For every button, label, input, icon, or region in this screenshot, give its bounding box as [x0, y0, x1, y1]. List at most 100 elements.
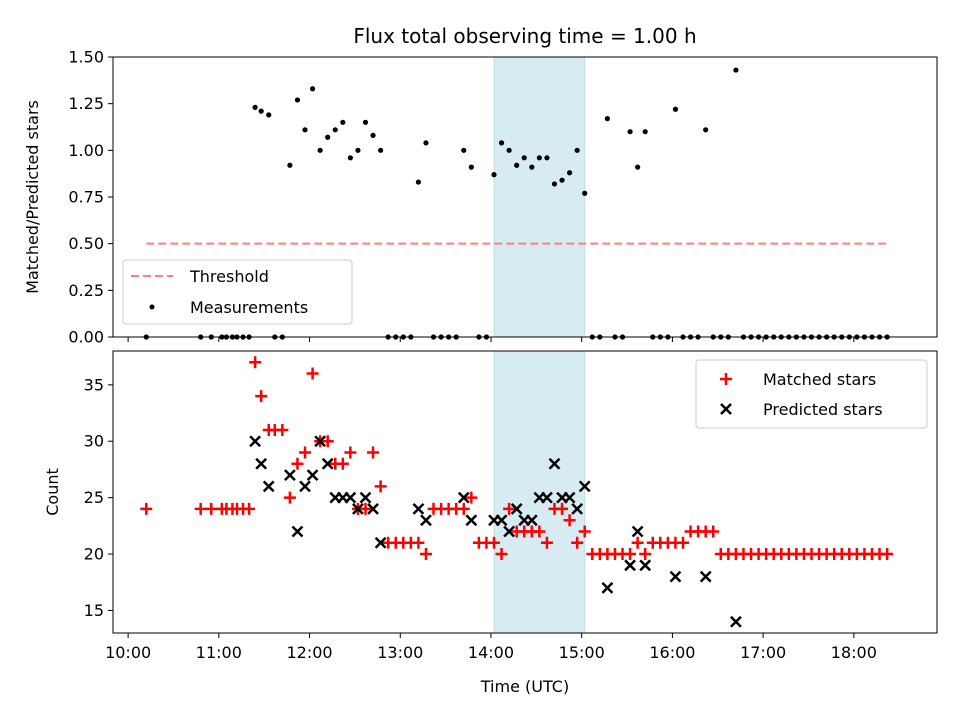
plot-frame-top: [112, 56, 938, 338]
measurement-point: [514, 162, 520, 168]
legend-measurements-label: Measurements: [190, 298, 308, 317]
measurement-point: [642, 129, 648, 135]
x-tick-label: 16:00: [649, 643, 695, 662]
matched-star-point: [465, 491, 478, 504]
y-axis-label-top: Matched/Predicted stars: [23, 100, 42, 294]
predicted-star-point: [541, 491, 553, 504]
measurement-point: [521, 155, 527, 161]
predicted-star-point: [730, 615, 742, 628]
x-tick-label: 12:00: [286, 643, 332, 662]
measurement-point: [498, 140, 505, 146]
matched-star-point: [631, 536, 644, 549]
predicted-star-point: [352, 503, 364, 515]
legend-box-top: [122, 259, 353, 325]
legend-top: Threshold Measurements: [122, 259, 353, 325]
predicted-star-point: [548, 457, 561, 470]
y-tick-label: 0.75: [68, 188, 104, 207]
measurement-point: [672, 106, 679, 112]
matched-star-point: [336, 457, 349, 470]
measurement-point: [506, 147, 512, 153]
matched-star-point: [243, 502, 256, 515]
matched-star-point: [299, 446, 312, 459]
chart-title: Flux total observing time = 1.00 h: [353, 24, 696, 48]
measurement-point: [325, 134, 331, 140]
matched-star-point: [374, 480, 387, 493]
measurement-point: [559, 177, 565, 183]
x-axis-ticks-top: [127, 337, 855, 342]
predicted-star-point: [284, 469, 296, 481]
x-tick-label: 18:00: [831, 643, 877, 662]
matched-star-point: [563, 514, 576, 527]
predicted-star-point: [314, 435, 327, 448]
x-tick-label: 11:00: [196, 643, 242, 662]
x-axis-ticks-bottom: 10:00 11:00 12:00 13:00 14:00 15:00 16:00 17:00…: [105, 633, 877, 662]
y-tick-label: 1.25: [68, 94, 104, 113]
predicted-star-point: [420, 514, 432, 527]
matched-star-point: [367, 446, 380, 459]
x-tick-label: 14:00: [468, 643, 514, 662]
measurement-point: [415, 179, 422, 185]
predicted-star-point: [321, 457, 334, 470]
predicted-star-point: [359, 491, 372, 504]
count-panel: 15 20 25 30 35 10:00 11:00 12:00 13:00 14:00 15:0…: [43, 350, 938, 696]
predicted-star-point: [495, 514, 508, 527]
measurement-point: [529, 164, 535, 170]
y-tick-label: 35: [84, 375, 104, 394]
matched-star-point: [639, 548, 652, 561]
measurement-point: [258, 108, 264, 114]
predicted-star-point: [624, 559, 636, 572]
x-tick-label: 13:00: [377, 643, 423, 662]
y-tick-label: 0.25: [68, 281, 104, 300]
matched-star-point: [540, 536, 553, 549]
measurement-point: [491, 172, 497, 178]
measurement-point: [370, 132, 376, 138]
measurement-point: [635, 164, 641, 170]
predicted-star-point: [344, 491, 357, 504]
measurement-point: [287, 162, 293, 168]
y-tick-label: 20: [84, 545, 104, 564]
predicted-star-point: [291, 525, 304, 538]
predicted-star-point: [262, 480, 275, 493]
matched-star-point: [359, 502, 372, 515]
predicted-star-point: [255, 457, 268, 470]
measurement-point: [362, 119, 369, 125]
predicted-star-point: [503, 525, 516, 538]
measurement-point: [544, 155, 550, 161]
predicted-star-point: [563, 491, 576, 504]
plot-frame-bottom: [112, 350, 938, 634]
matched-star-point: [412, 536, 425, 549]
matched-star-point: [140, 502, 153, 515]
measurement-point: [332, 127, 338, 133]
predicted-star-point: [510, 503, 523, 515]
matched-star-point: [624, 548, 637, 561]
measurement-point: [317, 147, 323, 153]
measurement-point: [604, 116, 611, 122]
matched-star-point: [255, 390, 268, 403]
measurement-point: [378, 147, 384, 153]
predicted-star-point: [249, 435, 262, 448]
y-axis-label-bottom: Count: [43, 468, 62, 516]
predicted-star-point: [457, 491, 470, 504]
predicted-star-point: [571, 503, 584, 515]
predicted-stars-points: [249, 435, 742, 628]
measurement-point: [266, 112, 272, 118]
x-axis-label: Time (UTC): [480, 677, 569, 696]
measurement-point: [574, 147, 580, 153]
matched-star-point: [306, 367, 319, 380]
matched-star-point: [533, 525, 546, 538]
measurement-point: [536, 155, 542, 161]
x-tick-label: 17:00: [740, 643, 786, 662]
legend-threshold-label: Threshold: [189, 267, 269, 286]
predicted-star-point: [525, 514, 538, 527]
ratio-panel: 0.00 0.25 0.50 0.75 1.00 1.25 1.50 Flux total …: [23, 24, 938, 347]
matched-star-point: [707, 525, 720, 538]
matched-star-point: [276, 423, 289, 436]
predicted-star-point: [631, 525, 644, 538]
matched-star-point: [881, 548, 894, 561]
measurement-point: [347, 155, 353, 161]
matched-star-point: [194, 502, 207, 515]
predicted-star-point: [699, 570, 712, 583]
measurement-point: [340, 119, 346, 125]
predicted-star-point: [601, 581, 614, 594]
legend-measurements-swatch: [149, 304, 155, 310]
